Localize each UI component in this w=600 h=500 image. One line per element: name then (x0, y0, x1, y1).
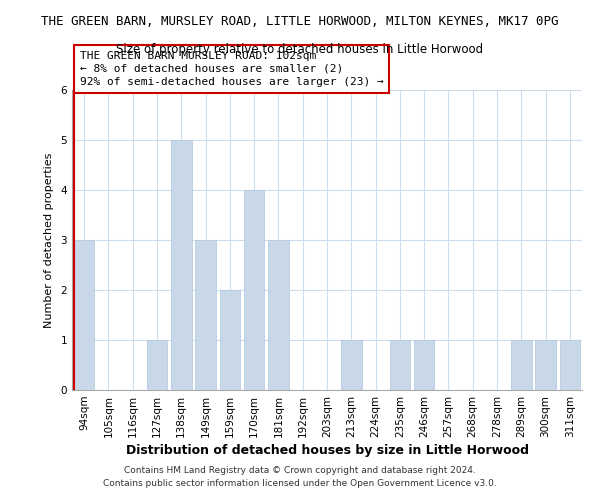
Bar (389, 340, 410, 390)
Bar (511, 340, 532, 390)
Bar (341, 340, 362, 390)
Bar (146, 340, 167, 390)
Bar (195, 240, 216, 390)
Bar (414, 340, 434, 390)
Text: THE GREEN BARN MURSLEY ROAD: 102sqm
← 8% of detached houses are smaller (2)
92% : THE GREEN BARN MURSLEY ROAD: 102sqm ← 8%… (80, 50, 383, 87)
Bar (560, 340, 580, 390)
X-axis label: Distribution of detached houses by size in Little Horwood: Distribution of detached houses by size … (125, 444, 529, 457)
Text: Contains HM Land Registry data © Crown copyright and database right 2024.
Contai: Contains HM Land Registry data © Crown c… (103, 466, 497, 487)
Text: THE GREEN BARN, MURSLEY ROAD, LITTLE HORWOOD, MILTON KEYNES, MK17 0PG: THE GREEN BARN, MURSLEY ROAD, LITTLE HOR… (41, 15, 559, 28)
Bar (244, 190, 265, 390)
Bar (171, 140, 191, 390)
Bar (220, 290, 240, 390)
Y-axis label: Number of detached properties: Number of detached properties (44, 152, 53, 328)
Bar (74, 240, 94, 390)
Bar (535, 340, 556, 390)
Bar (268, 240, 289, 390)
Text: Size of property relative to detached houses in Little Horwood: Size of property relative to detached ho… (116, 42, 484, 56)
